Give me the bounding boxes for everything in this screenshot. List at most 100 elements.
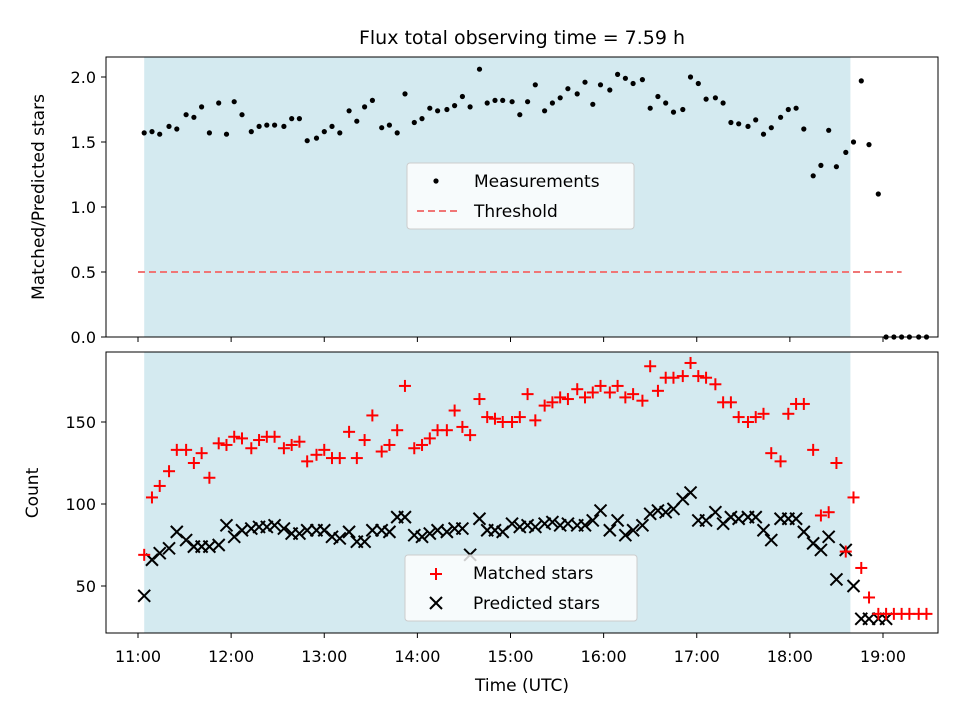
measurement-point [574,91,580,97]
matched-star-point [285,438,298,451]
matched-star-point [692,370,705,383]
measurement-point [703,96,709,102]
measurement-point [745,123,751,129]
predicted-star-point [814,543,828,557]
matched-star-point [847,491,860,504]
measurement-point [760,131,767,137]
measurement-point [419,116,425,122]
matched-star-point [228,430,241,443]
top-plot-frame [105,56,939,338]
predicted-star-point [789,512,803,526]
matched-star-point [709,378,722,391]
measurement-point [615,71,621,77]
measurement-point [337,130,343,136]
predicted-stars-series [137,485,893,626]
predicted-star-point [528,520,543,534]
matched-star-point [814,509,827,522]
predicted-star-point [137,589,151,603]
matched-star-point [245,442,258,455]
matched-star-point [180,443,193,456]
matched-star-point [163,465,176,478]
matched-star-point [676,370,689,383]
predicted-star-point [440,525,454,539]
matched-star-point [667,371,680,384]
predicted-star-point [342,525,356,539]
matched-star-point [644,360,657,373]
matched-star-point [782,407,795,420]
measurement-point [801,126,807,132]
top-y-tick-label: 0.5 [71,263,96,282]
matched-star-point [343,425,356,438]
measurement-point [557,95,563,101]
predicted-star-point [586,513,600,528]
measurement-point [500,97,506,103]
bottom-x-tick-label: 19:00 [860,647,906,666]
bottom-x-tick-label: 17:00 [674,647,720,666]
bottom-x-tick-label: 12:00 [208,647,254,666]
predicted-star-point [415,530,429,544]
predicted-star-point [643,507,657,521]
bottom-x-tick-label: 16:00 [581,647,627,666]
measurement-point [492,97,498,103]
matched-star-point [732,411,745,424]
measurement-point [484,100,490,106]
predicted-star-point [162,541,176,555]
matched-star-point [423,432,436,445]
measurement-point [141,130,147,136]
measurement-point [394,130,400,136]
measurement-point [411,119,417,126]
predicted-star-point [846,579,861,593]
top-y-tick-label: 0.0 [71,328,96,347]
measurement-point [720,100,726,106]
measurement-point [281,123,287,129]
matched-star-point [863,591,876,604]
matched-star-point [212,437,225,450]
matched-star-point [774,455,787,468]
predicted-star-point [593,503,608,518]
measurement-point [402,91,408,97]
measurement-point [435,108,441,114]
measurement-point [369,97,375,103]
bottom-x-tick-label: 15:00 [487,647,533,666]
measurement-point [174,126,180,132]
measurement-point [223,131,230,137]
measurement-point [818,162,824,168]
measurement-point [768,125,774,131]
predicted-star-point [708,505,723,519]
predicted-star-point [292,526,307,541]
top-panel: 0.00.51.01.52.0 Matched/Predicted stars … [29,56,939,347]
matched-star-point [398,379,411,392]
legend-measurements-label: Measurements [474,172,600,192]
measurement-point [239,112,245,118]
predicted-star-point [505,516,519,531]
measurement-point [256,123,262,129]
measurement-point [590,101,596,107]
measurement-point [647,105,653,111]
predicted-star-point [333,531,347,546]
measurement-point [206,130,212,136]
matched-star-point [627,388,640,401]
matched-star-point [506,416,519,428]
matched-star-point [301,455,314,468]
matched-star-point [456,420,469,433]
matched-star-point [488,412,501,425]
matched-star-point [684,356,697,369]
predicted-star-point [659,505,673,519]
bottom-x-tick-label: 18:00 [767,647,813,666]
matched-star-point [138,548,151,561]
measurement-point [549,100,556,106]
bottom-legend: Matched stars Predicted stars [404,554,638,622]
predicted-star-point [212,538,226,552]
predicted-star-point [219,518,234,533]
measurement-point [565,86,571,92]
matched-star-point [619,391,632,404]
top-y-tick-label: 1.0 [71,198,96,217]
bottom-legend-box [404,554,638,622]
matched-star-point [724,396,737,409]
measurement-point [778,114,784,120]
predicted-star-point [398,510,412,524]
predicted-star-point [603,523,617,537]
matched-star-point [448,404,461,417]
measurement-point [272,122,278,128]
matched-star-point [757,407,770,420]
